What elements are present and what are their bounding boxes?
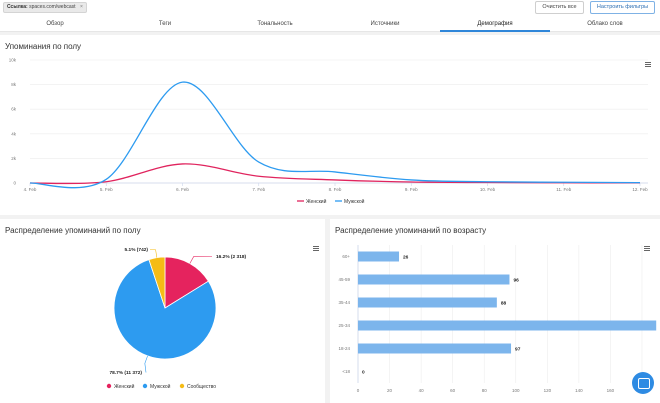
x-tick-label: 100 <box>512 388 520 393</box>
pie-data-label: 5.1% (742) <box>125 247 149 253</box>
y-tick-label: <18 <box>342 369 350 374</box>
bar-data-label: 88 <box>501 300 507 306</box>
chat-icon[interactable] <box>632 372 654 394</box>
pie-connector <box>149 249 158 258</box>
bar-data-label: 26 <box>403 254 409 260</box>
y-tick-label: 0 <box>13 181 16 186</box>
y-tick-label: 35-44 <box>338 300 350 305</box>
chart-menu-icon[interactable] <box>313 246 319 251</box>
tab-sentiment[interactable]: Тональность <box>257 21 293 27</box>
x-tick-label: 8. Feb <box>329 187 342 192</box>
bar-data-label: 0 <box>362 369 365 375</box>
gender-distribution-title: Распределение упоминаний по полу <box>5 226 141 235</box>
y-tick-label: 10k <box>9 58 17 63</box>
bar <box>358 297 497 308</box>
pie-data-label: 16.2% (2 318) <box>216 254 247 260</box>
close-icon[interactable]: × <box>79 4 83 10</box>
x-tick-label: 4. Feb <box>24 187 37 192</box>
legend-item: Женский <box>306 198 327 205</box>
x-tick-label: 0 <box>357 388 360 393</box>
gender-mentions-title: Упоминания по полу <box>5 42 82 51</box>
x-tick-label: 6. Feb <box>176 187 189 192</box>
bar <box>358 274 510 285</box>
legend-item: Сообщество <box>187 384 216 390</box>
tab-word-cloud[interactable]: Облако слов <box>587 21 623 27</box>
age-distribution-chart: 02040608010012014016018060+2645-599635-4… <box>338 245 657 393</box>
age-distribution-card: Распределение упоминаний по возрасту 0 20… <box>330 219 660 403</box>
x-tick-label: 140 <box>575 388 583 393</box>
pie-connector <box>144 355 148 373</box>
x-tick-label: 12. Feb <box>632 187 648 192</box>
tab-sources[interactable]: Источники <box>370 21 400 27</box>
pie-data-label: 78.7% (11 372) <box>109 370 142 376</box>
x-tick-label: 5. Feb <box>100 187 113 192</box>
bar <box>358 343 512 354</box>
x-tick-label: 80 <box>482 388 488 393</box>
legend-marker <box>179 383 185 389</box>
tab-demography[interactable]: Демография <box>440 16 550 32</box>
y-tick-label: 8k <box>11 82 17 87</box>
x-tick-label: 60 <box>450 388 456 393</box>
bar-data-label: 96 <box>513 277 519 283</box>
gender-distribution-chart: 16.2% (2 318) 78.7% (11 372) 5.1% (742) Жен… <box>106 247 247 390</box>
bar <box>358 251 400 262</box>
x-tick-label: 9. Feb <box>405 187 418 192</box>
y-tick-label: 18-24 <box>338 346 350 351</box>
pie-slice <box>113 259 217 360</box>
x-tick-label: 40 <box>419 388 425 393</box>
pie-slice <box>164 256 209 309</box>
y-tick-label: 25-34 <box>338 323 350 328</box>
y-tick-label: 4k <box>11 131 17 136</box>
bar <box>358 320 657 331</box>
legend-item: Мужской <box>344 198 365 205</box>
series-line <box>29 163 641 185</box>
chart-menu-icon[interactable] <box>644 246 650 251</box>
x-tick-label: 20 <box>387 388 393 393</box>
filter-chip[interactable]: Ссылка: spaces.com/webcast × <box>3 2 87 13</box>
filter-chip-value: spaces.com/webcast <box>29 4 76 10</box>
legend-marker <box>106 383 112 389</box>
tab-bar: Обзор Теги Тональность Источники Демогра… <box>0 16 660 32</box>
y-tick-label: 45-59 <box>338 277 350 282</box>
setup-filters-button[interactable]: Настроить фильтры <box>590 1 655 14</box>
legend-item: Мужской <box>150 383 171 390</box>
gender-mentions-chart: 0 2k 4k 6k 8k 10k 4. Feb 5. Feb 6. Feb 7. Feb 8. F… <box>9 58 648 206</box>
x-tick-label: 160 <box>607 388 615 393</box>
filter-chip-label: Ссылка: <box>7 4 28 10</box>
tab-overview[interactable]: Обзор <box>46 21 64 27</box>
tab-tags[interactable]: Теги <box>158 21 172 27</box>
y-tick-label: 2k <box>11 156 17 161</box>
x-tick-label: 10. Feb <box>480 187 496 192</box>
filter-bar: Ссылка: spaces.com/webcast × Очистить вс… <box>0 0 660 16</box>
legend-marker <box>142 383 148 389</box>
legend-item: Женский <box>114 383 135 390</box>
pie-slice <box>148 256 166 309</box>
age-distribution-title: Распределение упоминаний по возрасту <box>335 226 487 235</box>
x-tick-label: 120 <box>544 388 552 393</box>
bar-data-label: 97 <box>515 346 521 352</box>
y-tick-label: 6k <box>11 107 17 112</box>
series-line <box>29 81 641 189</box>
gender-distribution-card: Распределение упоминаний по полу 16.2% (… <box>0 219 325 403</box>
x-tick-label: 11. Feb <box>556 187 571 192</box>
y-tick-label: 60+ <box>342 254 350 259</box>
pie-connector <box>189 256 213 264</box>
clear-all-button[interactable]: Очистить все <box>535 1 584 14</box>
x-tick-label: 7. Feb <box>252 187 265 192</box>
chart-menu-icon[interactable] <box>645 62 651 67</box>
gender-mentions-card: Упоминания по полу 0 2k 4k 6k 8k 10k 4. Feb 5. … <box>0 35 660 215</box>
